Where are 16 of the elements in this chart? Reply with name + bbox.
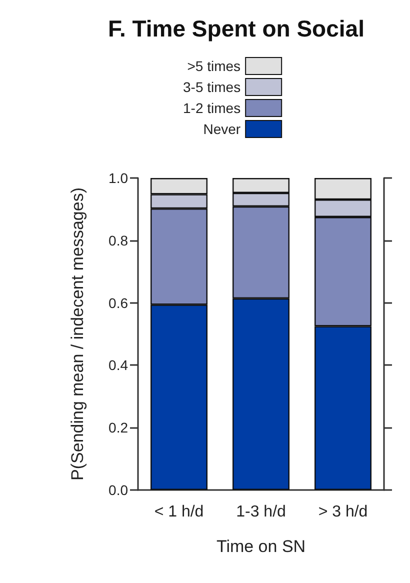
y-tick-label: 1.0: [108, 170, 128, 186]
y-tick-label: 0.4: [108, 357, 128, 374]
legend-label: 1-2 times: [182, 100, 241, 116]
legend-label: >5 times: [187, 58, 241, 74]
x-tick-label: < 1 h/d: [154, 504, 204, 520]
y-tick-label: 0.2: [108, 420, 128, 436]
chart-title: F. Time Spent on Social: [108, 16, 364, 42]
y-tick-label: 0.0: [108, 482, 128, 498]
legend-label: Never: [203, 121, 241, 137]
x-tick-label: > 3 h/d: [318, 504, 368, 520]
y-tick-label: 0.6: [108, 294, 128, 311]
y-axis-title: P(Sending mean / indecent messages): [68, 188, 87, 480]
y-tick-label: 0.8: [108, 232, 128, 248]
legend-label: 3-5 times: [182, 79, 241, 95]
x-axis-title: Time on SN: [216, 537, 306, 556]
x-tick-label: 1-3 h/d: [236, 504, 286, 520]
